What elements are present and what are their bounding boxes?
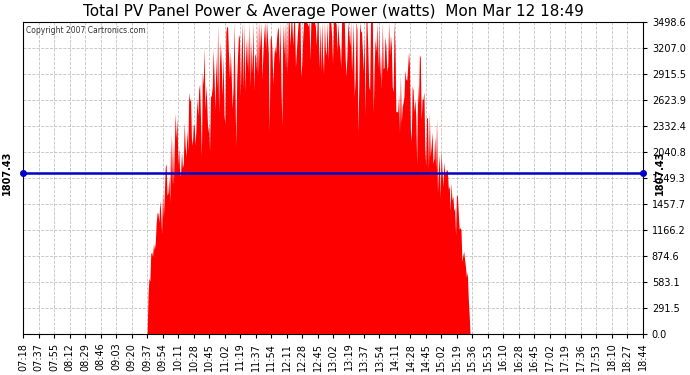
Text: 1807.43: 1807.43 [2,150,12,195]
Text: 1807.43: 1807.43 [655,150,665,195]
Title: Total PV Panel Power & Average Power (watts)  Mon Mar 12 18:49: Total PV Panel Power & Average Power (wa… [83,4,584,19]
Text: Copyright 2007 Cartronics.com: Copyright 2007 Cartronics.com [26,26,146,35]
